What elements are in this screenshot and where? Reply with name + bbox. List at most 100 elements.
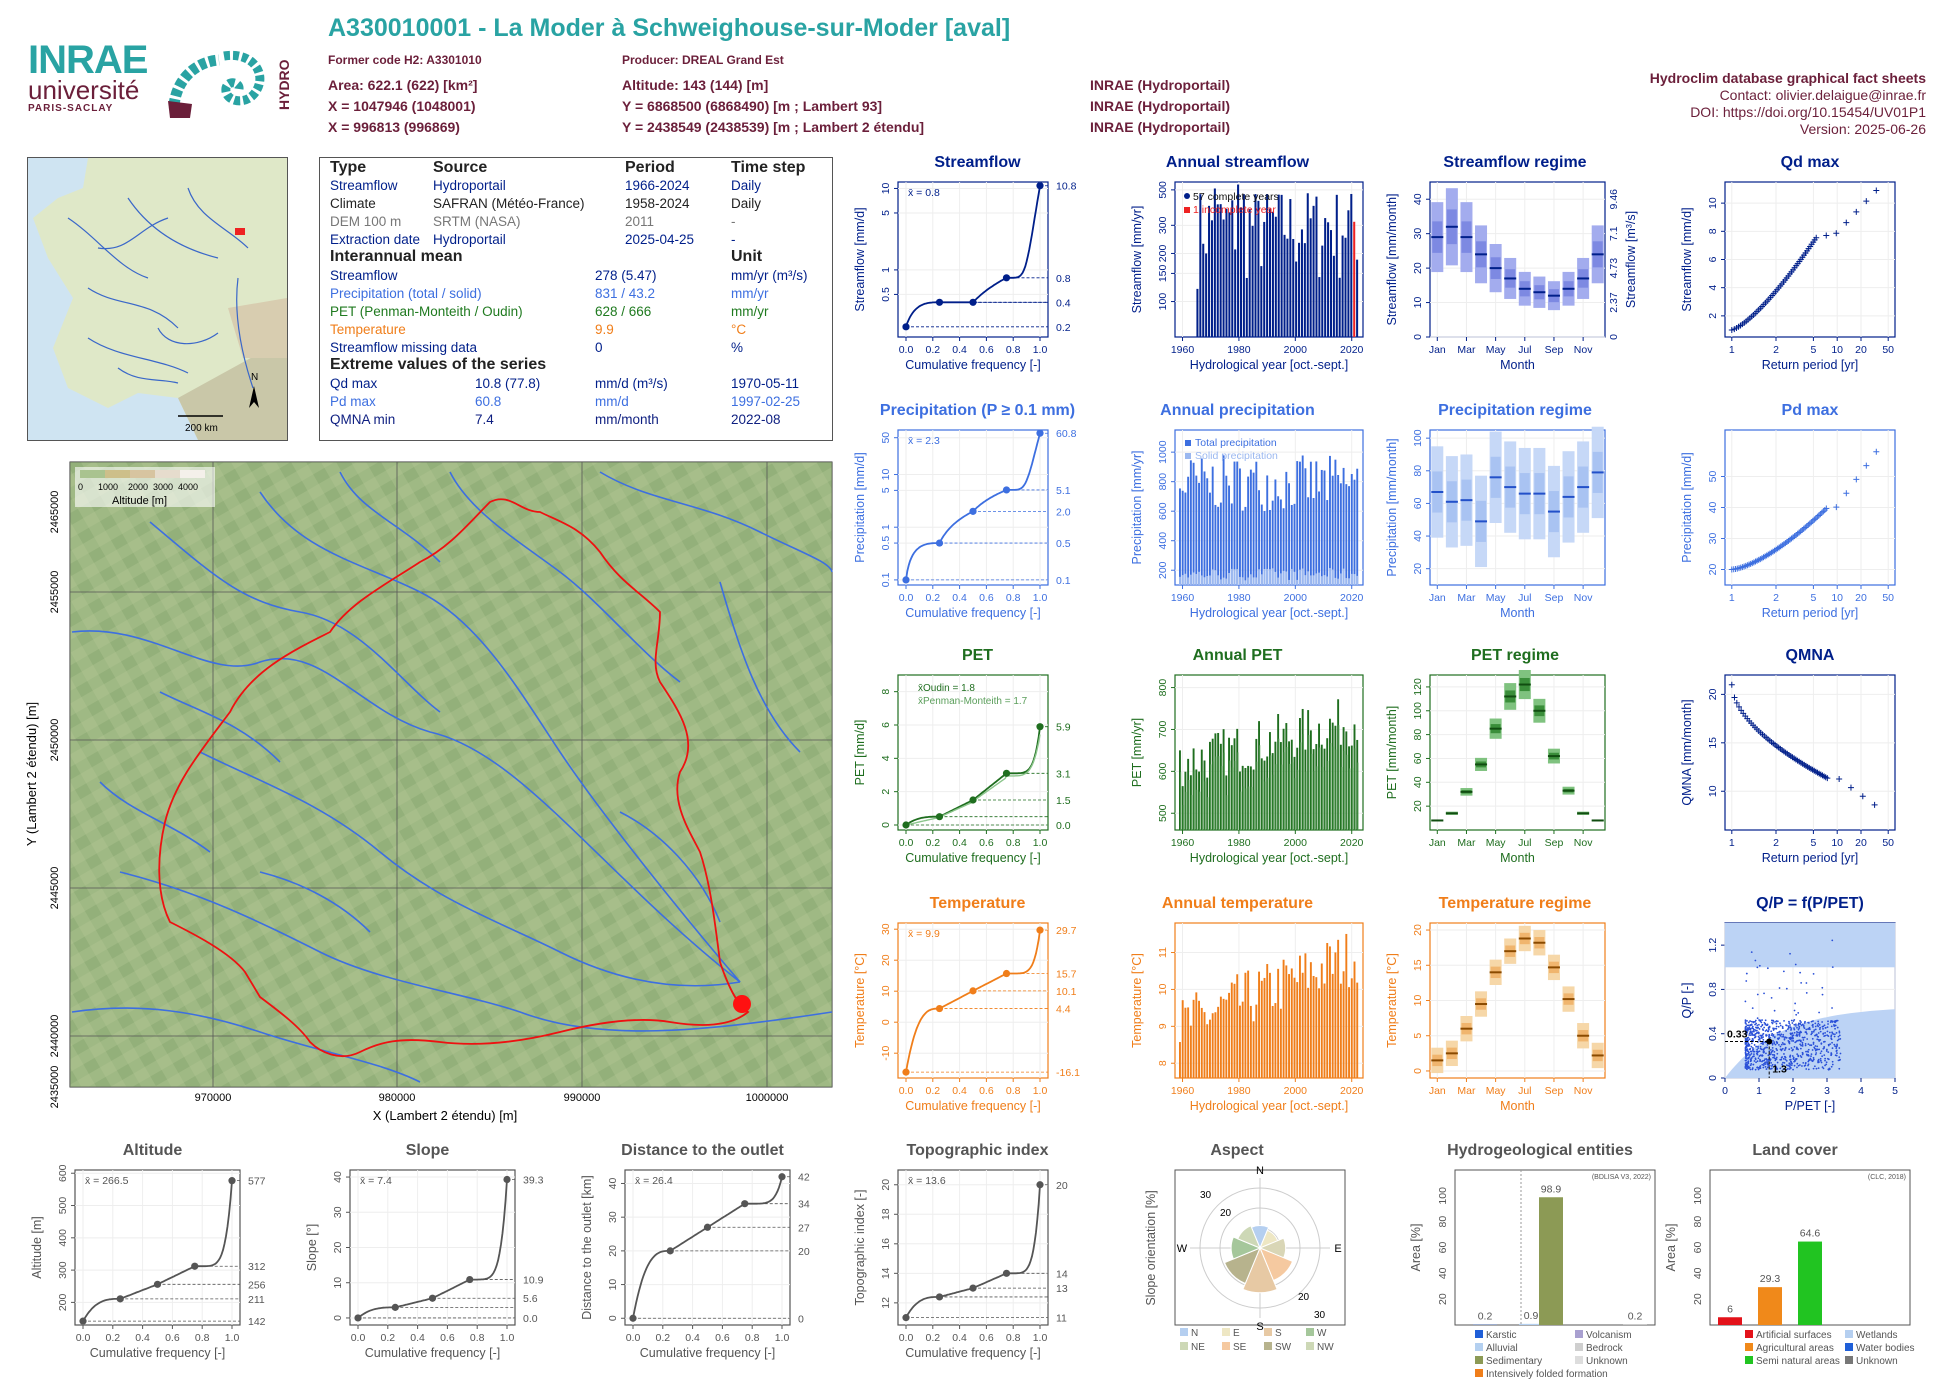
ann_temp-ylabel: Temperature [°C]: [1130, 953, 1144, 1048]
topo-quantile-point: [902, 1314, 910, 1322]
precip-quantile-point: [1002, 486, 1011, 494]
y-tick-label: 600: [1157, 502, 1169, 520]
x-tick-label: 0.0: [76, 1332, 91, 1344]
qp-point: [1797, 1055, 1800, 1058]
hydrogeo-legend-swatch: [1475, 1369, 1483, 1377]
y-tick-label: 300: [1157, 216, 1169, 234]
y-tick-label: 50: [880, 432, 892, 444]
ann_streamflow-bar: [1300, 229, 1303, 337]
qp-point: [1789, 1026, 1792, 1029]
qp-point: [1810, 1059, 1813, 1061]
y-tick-label: 40: [607, 1177, 619, 1189]
altitude-right-label: 256: [248, 1279, 266, 1291]
qp-point: [1781, 1063, 1784, 1066]
watershed-map-svg: 0 1000 2000 3000 4000 Altitude [m] 97000…: [24, 461, 833, 1123]
y-tick-label: 18: [880, 1208, 892, 1220]
doi-link[interactable]: DOI: https://doi.org/10.15454/UV01P1: [1690, 104, 1926, 120]
y-tick-label: 150: [1157, 265, 1169, 283]
ann_pet-pm-bar: [1289, 763, 1291, 830]
qp-point: [1748, 1032, 1751, 1035]
qp-point: [1763, 1026, 1766, 1029]
qp-point: [1763, 1051, 1765, 1054]
ann_pet-pm-bar: [1357, 762, 1359, 830]
watershed-location-marker: [235, 228, 245, 235]
qp-point: [1791, 1055, 1794, 1057]
qp-point: [1767, 1064, 1770, 1067]
qp-point: [1830, 1037, 1833, 1040]
ann_pet-pm-bar: [1229, 760, 1231, 830]
ann_pet-bar: [1179, 750, 1181, 830]
x-tick-label: 0.6: [165, 1332, 180, 1344]
qp-point: [1767, 1060, 1769, 1062]
ann_precip-bar: [1323, 470, 1326, 585]
qp-point: [1796, 1047, 1799, 1050]
qp-point: [1819, 1026, 1822, 1029]
qp-point: [1817, 1025, 1820, 1028]
ann_pet-bar: [1239, 771, 1241, 830]
y-tick-label: 2: [1707, 313, 1719, 319]
ann_precip-bar: [1350, 474, 1353, 585]
qp-point: [1799, 971, 1802, 974]
extreme-label: Pd max: [330, 394, 376, 409]
contact-link[interactable]: Contact: olivier.delaigue@inrae.fr: [1719, 87, 1926, 103]
ann_streamflow-bar: [1254, 194, 1257, 337]
qp-point: [1791, 1022, 1794, 1024]
ann_pet-pm-bar: [1226, 795, 1228, 830]
ann_precip-solid-bar: [1252, 577, 1255, 585]
x-tick: 970000: [195, 1092, 232, 1104]
qp-point: [1747, 1045, 1750, 1047]
landcover-legend-swatch: [1745, 1356, 1753, 1364]
ann_precip-title: Annual precipitation: [1160, 402, 1315, 419]
info-cell: 1966-2024: [625, 178, 690, 193]
ann_precip-bar: [1315, 461, 1318, 585]
precip-right-label: 2.0: [1056, 506, 1071, 518]
qp-point: [1824, 1032, 1827, 1034]
temp-right-label: 4.4: [1056, 1004, 1071, 1016]
x-tick-label: Sep: [1545, 837, 1564, 849]
landcover-legend-swatch: [1745, 1330, 1753, 1338]
ann_streamflow-bar: [1344, 237, 1347, 337]
qp-point: [1812, 1059, 1814, 1062]
ann_streamflow-bar: [1350, 193, 1353, 337]
pd_max-title: Pd max: [1782, 402, 1839, 419]
landcover-title: Land cover: [1752, 1142, 1837, 1159]
qp-point: [1756, 1066, 1759, 1069]
pet-quantile-point: [935, 813, 944, 821]
qp-point: [1761, 1063, 1764, 1066]
qd_max-xlabel: Return period [yr]: [1762, 358, 1859, 372]
qp-point: [1746, 1031, 1749, 1034]
qp-point: [1778, 987, 1781, 989]
qp-point: [1762, 1036, 1764, 1038]
y-tick-label: 500: [1157, 804, 1169, 822]
watershed-map[interactable]: 0 1000 2000 3000 4000 Altitude [m] 97000…: [0, 452, 840, 1127]
qp-point: [1750, 1062, 1753, 1065]
ann_temp-bar: [1225, 999, 1228, 1078]
ann_pet-bar: [1309, 730, 1312, 830]
ann_streamflow-bar: [1312, 205, 1315, 337]
ann_temp-bar: [1269, 972, 1271, 1078]
qp-point: [1751, 1038, 1754, 1040]
qp-point: [1771, 1043, 1774, 1046]
ann_temp-bar: [1293, 977, 1296, 1078]
qp-point: [1819, 1030, 1822, 1033]
ann_temp-bar: [1214, 1012, 1217, 1078]
qp-point: [1838, 1047, 1841, 1049]
ann_precip-solid-bar: [1290, 568, 1293, 585]
info-cell: Hydroportail: [433, 232, 506, 247]
ann_temp-bar: [1274, 1003, 1277, 1078]
qmna-point: [1859, 793, 1866, 800]
pet-quantile-point: [1002, 769, 1011, 777]
qp-point: [1812, 1056, 1815, 1059]
qp-point: [1773, 1009, 1776, 1012]
pet-ylabel: PET [mm/d]: [853, 720, 867, 786]
streamflow-quantile-point: [1002, 274, 1011, 282]
qp-point: [1755, 1026, 1757, 1029]
x-tick-label: Nov: [1574, 344, 1593, 356]
x-tick-label: 1: [1729, 592, 1735, 604]
streamflow-right-label: 10.8: [1056, 181, 1077, 193]
x-tick-label: 0.4: [685, 1332, 700, 1344]
pd_max-point: [1843, 490, 1850, 497]
landcover-bar: [1798, 1241, 1822, 1325]
ann_precip-bar: [1241, 510, 1244, 585]
